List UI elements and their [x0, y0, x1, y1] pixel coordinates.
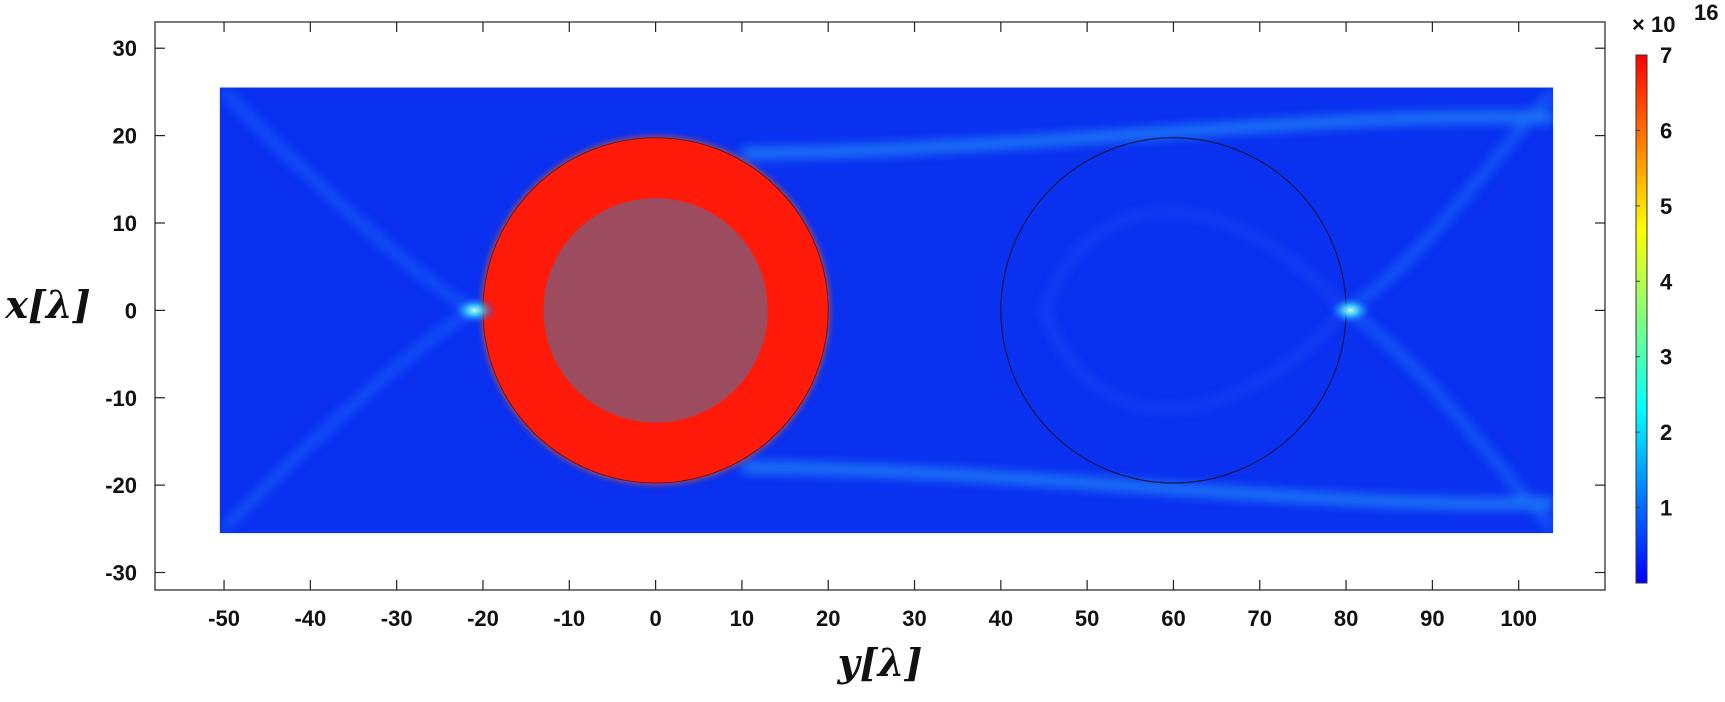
- band-left-lower: [221, 307, 476, 531]
- y-tick-label: 30: [113, 36, 137, 61]
- colorbar-tick-label: 2: [1660, 420, 1672, 445]
- colorbar: × 10 16 1 2 3 4 5 6 7: [1632, 0, 1718, 584]
- x-tick-label: 60: [1161, 606, 1185, 631]
- band-lower: [741, 463, 1554, 508]
- x-tick-label: -50: [208, 606, 240, 631]
- band-right-upper: [1344, 89, 1554, 313]
- x-tick-label: 0: [649, 606, 661, 631]
- axis-ticks: -50 -40 -30 -20 -10 0 10 20 30 40 50 60 70 80 90 100302…: [105, 22, 1605, 631]
- colorbar-multiplier: × 10: [1632, 12, 1675, 37]
- x-tick-label: -10: [553, 606, 585, 631]
- x-tick-label: 20: [816, 606, 840, 631]
- x-tick-label: 50: [1075, 606, 1099, 631]
- band-right-lower: [1344, 307, 1554, 531]
- colorbar-exponent: 16: [1694, 0, 1718, 25]
- x-tick-label: -40: [294, 606, 326, 631]
- x-axis-label: y[λ]: [837, 640, 923, 685]
- x-tick-label: 10: [730, 606, 754, 631]
- colorbar-ramp: [1635, 54, 1648, 584]
- colorbar-tick-label: 3: [1660, 345, 1672, 370]
- colorbar-tick-label: 6: [1660, 118, 1672, 143]
- x-tick-label: 90: [1420, 606, 1444, 631]
- colorbar-tick-label: 5: [1660, 194, 1672, 219]
- ring-hotspot: [482, 137, 829, 483]
- y-tick-label: 0: [125, 298, 137, 323]
- x-tick-label: 70: [1248, 606, 1272, 631]
- focus-spot: [1328, 296, 1373, 325]
- x-tick-label: 30: [902, 606, 926, 631]
- field-map: [219, 87, 1554, 534]
- x-tick-label: 100: [1500, 606, 1537, 631]
- y-tick-label: 20: [113, 124, 137, 149]
- colorbar-tick-label: 1: [1660, 496, 1672, 521]
- y-tick-label: -30: [105, 561, 137, 586]
- y-tick-label: 10: [113, 211, 137, 236]
- focus-spot: [452, 296, 497, 325]
- y-axis-label: x[λ]: [4, 282, 90, 327]
- x-tick-label: 80: [1334, 606, 1358, 631]
- band-left-upper: [221, 89, 476, 314]
- colorbar-tick-label: 7: [1660, 43, 1672, 68]
- y-tick-label: -10: [105, 386, 137, 411]
- y-tick-label: -20: [105, 473, 137, 498]
- x-tick-label: -20: [467, 606, 499, 631]
- x-tick-label: -30: [381, 606, 413, 631]
- band-upper: [741, 112, 1554, 158]
- colorbar-tick-label: 4: [1660, 269, 1673, 294]
- x-tick-label: 40: [989, 606, 1013, 631]
